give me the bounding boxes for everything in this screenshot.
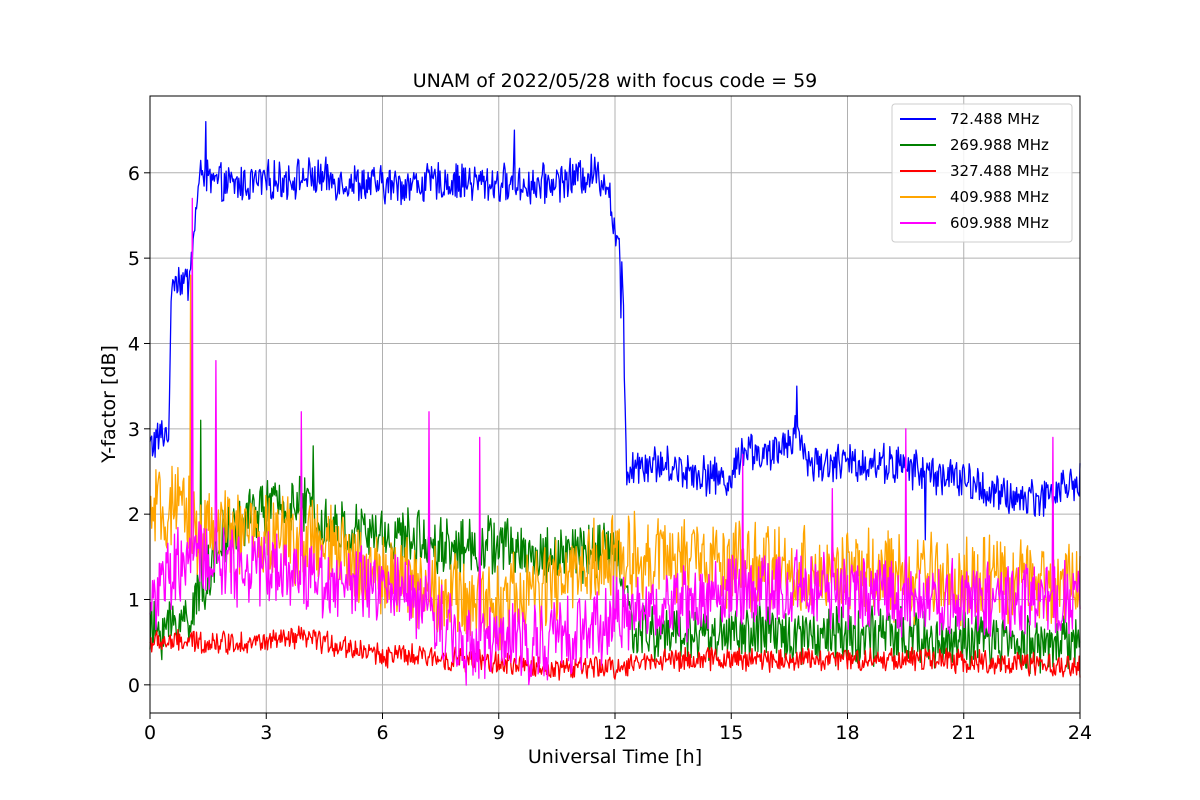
x-tick-label: 6 [376,722,388,744]
y-tick-label: 4 [128,333,140,355]
series-line-2 [149,625,1081,681]
x-tick-label: 21 [952,722,976,744]
legend-box [891,103,1073,243]
legend-label: 327.488 MHz [950,162,1049,180]
series-line-4 [149,197,1081,686]
series-line-0 [149,120,1081,541]
y-tick-label: 0 [128,675,140,697]
chart-title: UNAM of 2022/05/28 with focus code = 59 [413,70,818,92]
legend: 72.488 MHz 269.988 MHz 327.488 MHz 409.988 … [891,103,1073,243]
legend-label: 609.988 MHz [950,214,1049,232]
y-axis-label: Y-factor [dB] [98,345,120,464]
series-line-1 [149,419,1081,675]
y-tick-label: 1 [128,589,140,611]
x-tick-label: 3 [260,722,272,744]
y-tick-label: 6 [128,163,140,185]
x-tick-label: 0 [144,722,156,744]
legend-label: 269.988 MHz [950,136,1049,154]
y-tick-label: 3 [128,419,140,441]
legend-label: 72.488 MHz [950,110,1039,128]
y-tick-label: 5 [128,248,140,270]
x-tick-label: 15 [719,722,743,744]
legend-label: 409.988 MHz [950,188,1049,206]
y-tick-label: 2 [128,504,140,526]
x-tick-label: 9 [493,722,505,744]
x-axis-label: Universal Time [h] [528,746,702,768]
x-tick-label: 12 [603,722,627,744]
x-tick-label: 24 [1068,722,1092,744]
series-group [149,120,1081,686]
x-tick-label: 18 [835,722,859,744]
